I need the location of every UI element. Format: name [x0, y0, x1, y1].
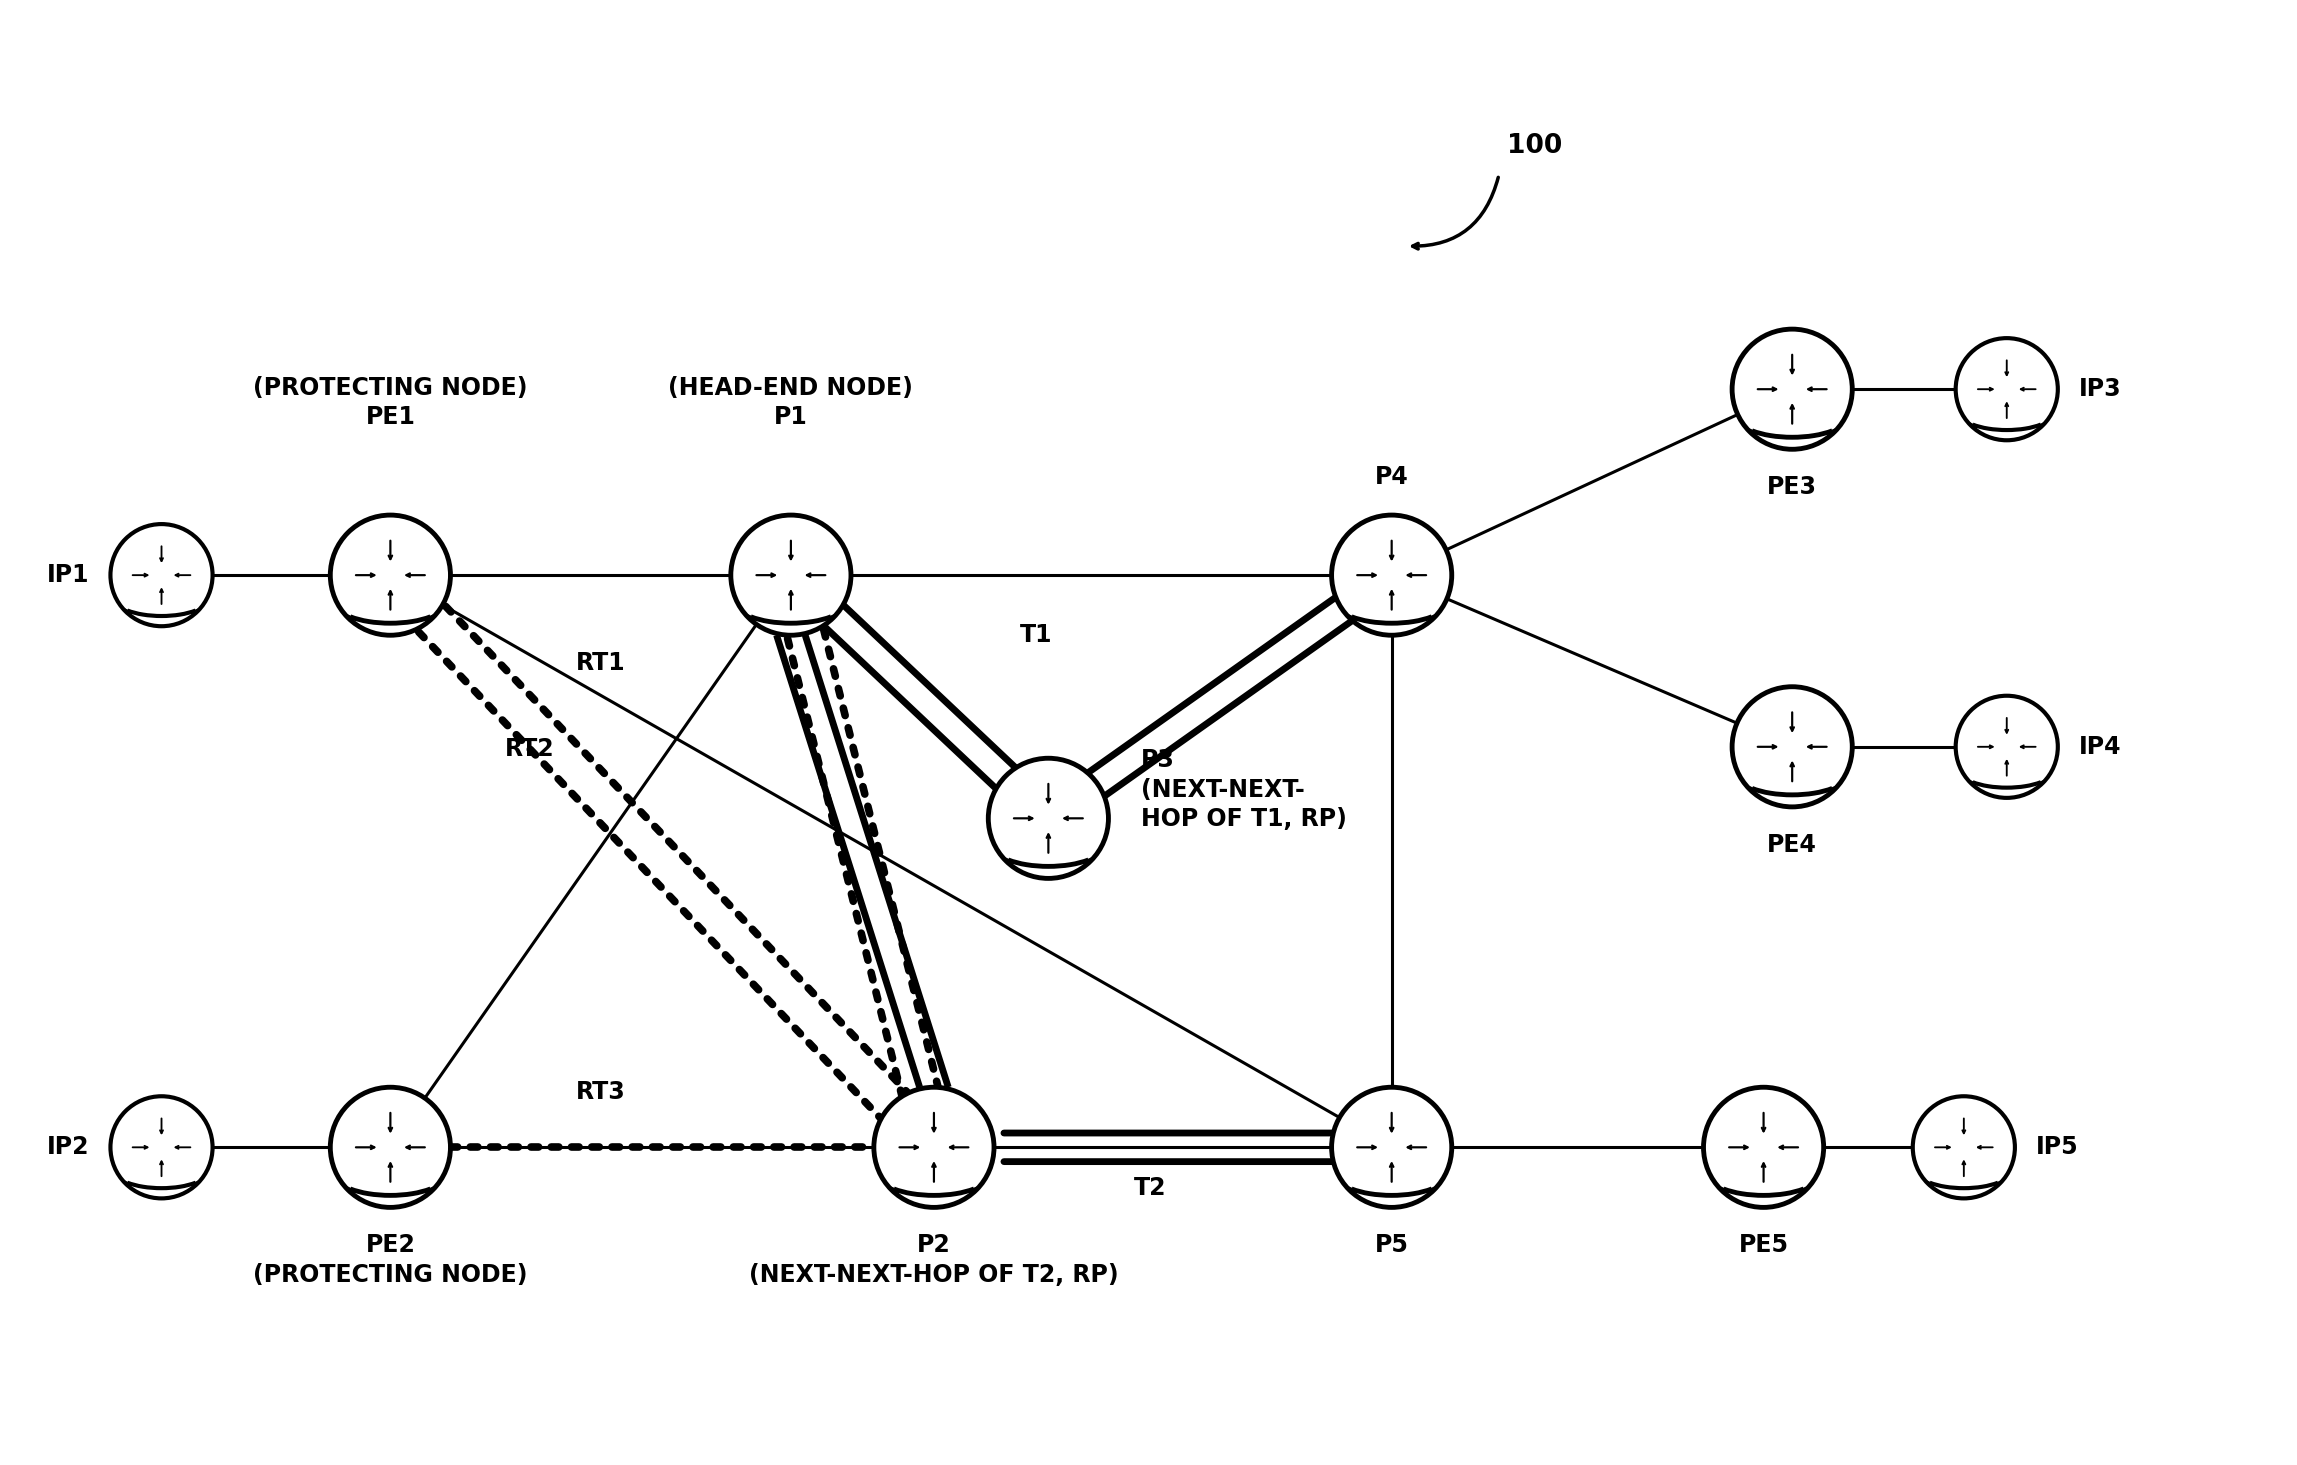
- Text: P3
(NEXT-NEXT-
HOP OF T1, RP): P3 (NEXT-NEXT- HOP OF T1, RP): [1142, 749, 1348, 832]
- Text: PE3: PE3: [1766, 475, 1817, 500]
- Circle shape: [1732, 687, 1851, 807]
- Text: (PROTECTING NODE)
PE1: (PROTECTING NODE) PE1: [253, 375, 528, 429]
- Circle shape: [730, 516, 850, 636]
- Circle shape: [1332, 1087, 1452, 1207]
- Circle shape: [1704, 1087, 1824, 1207]
- Text: IP1: IP1: [46, 563, 90, 587]
- Text: IP2: IP2: [46, 1135, 90, 1159]
- Circle shape: [1955, 696, 2058, 798]
- Text: P5: P5: [1374, 1234, 1408, 1257]
- Circle shape: [331, 516, 450, 636]
- Circle shape: [1732, 330, 1851, 450]
- Circle shape: [110, 1096, 214, 1198]
- Circle shape: [1332, 516, 1452, 636]
- Text: RT2: RT2: [505, 737, 554, 762]
- Text: PE4: PE4: [1766, 832, 1817, 857]
- Text: IP4: IP4: [2079, 735, 2122, 759]
- Text: P4: P4: [1376, 466, 1408, 489]
- Text: RT3: RT3: [577, 1080, 627, 1105]
- Circle shape: [110, 524, 214, 626]
- Circle shape: [1913, 1096, 2014, 1198]
- Text: IP5: IP5: [2037, 1135, 2079, 1159]
- Text: 100: 100: [1507, 133, 1562, 160]
- Text: (HEAD-END NODE)
P1: (HEAD-END NODE) P1: [668, 375, 914, 429]
- Circle shape: [873, 1087, 995, 1207]
- Text: PE5: PE5: [1739, 1234, 1789, 1257]
- Text: PE2
(PROTECTING NODE): PE2 (PROTECTING NODE): [253, 1234, 528, 1286]
- Text: T1: T1: [1020, 623, 1052, 646]
- Text: P2
(NEXT-NEXT-HOP OF T2, RP): P2 (NEXT-NEXT-HOP OF T2, RP): [749, 1234, 1119, 1286]
- Text: IP3: IP3: [2079, 377, 2122, 401]
- Circle shape: [1955, 338, 2058, 441]
- Circle shape: [988, 759, 1109, 879]
- Text: T2: T2: [1135, 1176, 1167, 1200]
- Text: RT1: RT1: [577, 652, 627, 675]
- Circle shape: [331, 1087, 450, 1207]
